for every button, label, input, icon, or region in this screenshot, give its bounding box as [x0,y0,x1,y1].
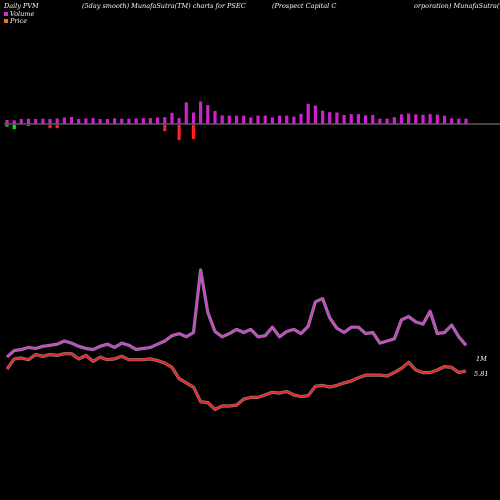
pvm-up-bar [313,105,317,124]
pvm-up-bar [249,117,253,124]
pvm-up-bar [464,118,468,124]
pvm-up-bar [399,114,404,124]
pvm-up-bar [378,118,382,124]
pvm-up-bar [299,113,303,124]
pvm-up-bar [435,114,439,124]
legend-volume-swatch [4,12,8,16]
pvm-up-bar [342,115,346,124]
legend-price-label: Price [9,17,27,25]
price-volume-lines [5,268,468,411]
pvm-up-bar [256,115,260,124]
pvm-up-bar [177,118,181,124]
pvm-up-bar [414,114,418,124]
pvm-up-bar [335,112,339,124]
pvm-up-bar [156,117,160,124]
pvm-bars [5,101,468,141]
pvm-up-bar [285,115,289,124]
pvm-up-bar [206,105,210,124]
pvm-down-bar [55,125,59,129]
pvm-up-bar [220,115,224,124]
pvm-up-bar [321,110,325,124]
pvm-up-bar [385,118,389,124]
pvm-down-bar [12,125,16,130]
price-line [6,352,467,411]
pvm-up-bar [163,117,167,124]
pvm-down-bar [26,125,31,126]
legend-volume-label: Volume [10,10,34,18]
pvm-up-bar [120,118,124,124]
pvm-up-bar [191,112,196,124]
pvm-up-bar [148,118,152,124]
pvm-up-bar [69,116,74,124]
pvm-up-bar [77,119,81,124]
pvm-up-bar [234,115,239,124]
pvm-up-bar [41,118,45,124]
pvm-up-bar [407,113,411,124]
pvm-up-bar [364,115,368,124]
pvm-up-bar [12,120,16,124]
pvm-up-bar [328,112,332,124]
pvm-up-bar [356,114,360,124]
volume-line [6,269,467,358]
pvm-up-bar [457,118,461,124]
pvm-up-bar [134,118,138,124]
pvm-up-bar [170,112,174,124]
pvm-up-bar [5,120,9,124]
pvm-up-bar [349,114,353,124]
pvm-up-bar [242,115,246,124]
pvm-down-bar [163,125,167,132]
pvm-up-bar [62,117,66,124]
pvm-down-bar [191,125,196,139]
pvm-up-bar [199,101,203,124]
pvm-up-bar [213,111,217,124]
pvm-down-bar [177,125,181,141]
pvm-up-bar [277,115,282,124]
pvm-up-bar [55,118,59,124]
pvm-up-bar [91,118,95,124]
header-left: Daily PVM [3,2,39,10]
pvm-up-bar [227,115,231,124]
pvm-down-bar [5,125,9,127]
pvm-up-bar [428,114,432,124]
pvm-up-bar [392,117,396,124]
volume-end-label: 1M [476,355,487,363]
pvm-up-bar [127,118,131,124]
pvm-up-bar [442,115,447,124]
pvm-up-bar [105,119,109,124]
pvm-up-bar [292,116,296,124]
pvm-up-bar [34,119,38,124]
pvm-up-bar [84,118,88,124]
pvm-up-bar [184,102,188,124]
legend-price-swatch [4,19,8,23]
pvm-up-bar [421,114,425,124]
pvm-up-bar [371,115,375,124]
header-mid2: (Prospect Capital C [272,2,336,10]
volume-line-halo [5,268,468,359]
pvm-up-bar [48,119,52,124]
pvm-up-bar [306,103,310,124]
header-mid1: (5day smooth) MunafaSutra(TM) charts for… [82,2,246,10]
pvm-up-bar [113,118,117,124]
price-line-halo [5,352,467,411]
header-right: orporation) MunafaSutra(TM) [414,2,500,10]
pvm-up-bar [19,119,23,124]
pvm-up-bar [263,115,267,124]
pvm-down-bar [48,125,52,129]
pvm-up-bar [450,118,454,124]
pvm-up-bar [270,117,274,124]
pvm-up-bar [98,119,102,124]
pvm-up-bar [26,118,31,124]
pvm-up-bar [141,118,145,124]
price-end-label: 5.81 [474,370,488,378]
